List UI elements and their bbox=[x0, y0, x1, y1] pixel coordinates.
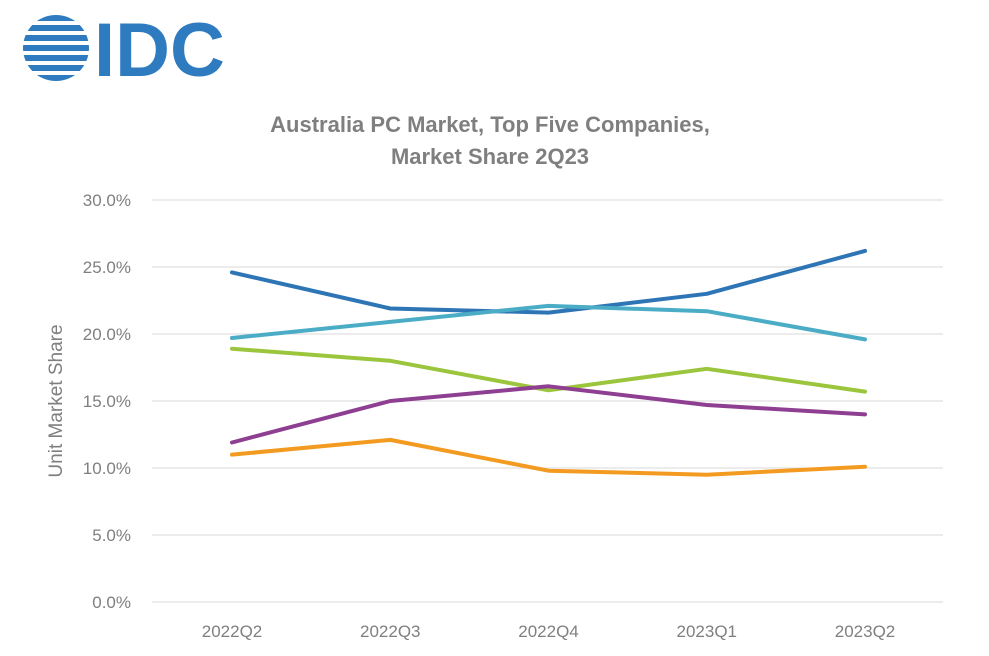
series-line-4 bbox=[230, 384, 867, 445]
y-axis-ticks: 0.0% 5.0% 10.0% 15.0% 20.0% 25.0% 30.0% bbox=[83, 191, 131, 612]
chart-subtitle: Market Share 2Q23 bbox=[391, 144, 589, 169]
idc-logo-wordmark: IDC bbox=[94, 14, 225, 82]
y-tick-label: 20.0% bbox=[83, 325, 131, 344]
x-tick-label: 2023Q2 bbox=[835, 622, 896, 641]
y-tick-label: 0.0% bbox=[92, 593, 131, 612]
series-line-5 bbox=[230, 437, 867, 477]
series-lines bbox=[230, 248, 867, 477]
y-axis-title: Unit Market Share bbox=[46, 324, 67, 477]
x-tick-label: 2023Q1 bbox=[677, 622, 738, 641]
series-line-1 bbox=[230, 248, 867, 315]
y-tick-label: 25.0% bbox=[83, 258, 131, 277]
idc-logo: IDC bbox=[23, 14, 225, 82]
y-tick-label: 5.0% bbox=[92, 526, 131, 545]
series-line-3 bbox=[230, 346, 867, 394]
y-tick-label: 30.0% bbox=[83, 191, 131, 210]
y-tick-label: 15.0% bbox=[83, 392, 131, 411]
y-tick-label: 10.0% bbox=[83, 459, 131, 478]
idc-logo-globe-icon bbox=[23, 15, 89, 81]
x-axis-ticks: 2022Q2 2022Q3 2022Q4 2023Q1 2023Q2 bbox=[202, 622, 896, 641]
x-tick-label: 2022Q4 bbox=[518, 622, 579, 641]
x-tick-label: 2022Q3 bbox=[360, 622, 421, 641]
series-line-2 bbox=[230, 303, 867, 342]
x-tick-label: 2022Q2 bbox=[202, 622, 263, 641]
chart-title: Australia PC Market, Top Five Companies, bbox=[270, 112, 710, 137]
